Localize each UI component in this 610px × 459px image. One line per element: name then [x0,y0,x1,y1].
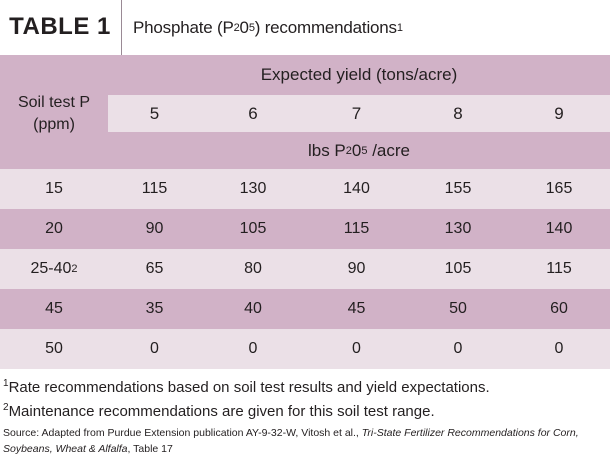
soil-test-cell: 20 [0,209,108,249]
soil-test-cell: 25-40 2 [0,249,108,289]
soil-test-value: 15 [45,180,63,197]
footnote-1-mark: 1 [3,378,9,389]
unit-text-mid: 0 [351,140,362,160]
recommendation-cell: 130 [444,220,472,237]
unit-text-end: /acre [367,140,411,160]
footnotes: 1Rate recommendations based on soil test… [0,374,610,457]
table-title: Phosphate (P 2 0 5) recommendations 1 [133,0,403,55]
soil-test-value: 20 [45,220,63,237]
yield-col-header: 8 [453,103,463,123]
title-footnote-mark: 1 [396,21,403,34]
phosphate-table: Soil test P (ppm) Expected yield (tons/a… [0,55,610,371]
recommendation-cell: 105 [444,260,472,277]
recommendation-cell: 0 [352,340,361,357]
soil-test-value: 50 [45,340,63,357]
recommendation-cell: 0 [150,340,159,357]
source-text-post: , Table 17 [127,443,173,455]
recommendation-cell: 130 [239,180,267,197]
recommendation-cell: 40 [244,300,262,317]
unit-text-pre: lbs P [307,140,346,160]
recommendation-cell: 115 [141,180,168,197]
soil-test-value: 25-40 [30,260,72,277]
yield-col-header: 5 [149,103,160,123]
recommendation-cell: 90 [347,260,366,277]
title-text-end: ) recommendations [254,17,397,37]
yield-col-header: 7 [351,103,362,123]
recommendation-cell: 165 [545,180,573,197]
row-band-4 [0,289,610,329]
source-title-italic: Tri-State Fertilizer Recommendations for… [3,427,579,455]
recommendation-cell: 50 [449,300,467,317]
recommendation-cell: 0 [453,340,463,357]
footnote-2-text: Maintenance recommendations are given fo… [8,403,435,420]
footnote-1: 1Rate recommendations based on soil test… [0,374,610,398]
title-divider [121,0,122,55]
header-band-units [0,132,610,169]
footnote-2-mark: 2 [3,402,9,413]
footnote-1-text: Rate recommendations based on soil test … [8,379,490,396]
recommendation-cell: 140 [343,180,370,197]
unit-subscript-5: 5 [361,144,368,157]
recommendation-cell: 35 [145,300,164,317]
yield-col-header: 6 [248,103,258,123]
recommendation-cell: 105 [239,220,267,237]
recommendation-cell: 155 [444,180,472,197]
recommendation-cell: 65 [145,260,164,277]
soil-test-value: 45 [45,300,63,317]
recommendation-cell: 0 [248,340,258,357]
unit-subscript-2: 2 [345,144,352,157]
row-band-2 [0,209,610,249]
group-header-expected-yield: Expected yield (tons/acre) [260,65,458,84]
header-band-group [0,55,610,95]
yields-row-bg [108,95,610,132]
recommendation-cell: 90 [145,220,164,237]
row-band-5 [0,329,610,369]
soil-test-cell: 45 [0,289,108,329]
title-text-main: Phosphate (P [133,17,234,37]
source-citation: Source: Adapted from Purdue Extension pu… [0,422,605,457]
recommendation-cell: 0 [554,340,564,357]
footnote-2: 2Maintenance recommendations are given f… [0,398,610,422]
soil-test-cell: 50 [0,329,108,369]
row-band-3 [0,249,610,289]
recommendation-cell: 80 [244,260,262,277]
title-subscript-5: 5 [248,21,255,34]
soil-test-cell: 15 [0,169,108,209]
title-subscript-2: 2 [233,21,240,34]
yield-col-header: 9 [554,103,564,123]
recommendation-cell: 45 [347,300,366,317]
recommendation-cell: 115 [343,220,370,237]
table-title-bar: TABLE 1 Phosphate (P 2 0 5) recommendations… [0,0,610,55]
row-header-line1: Soil test P [17,94,91,111]
title-text-mid: 0 [239,17,249,37]
table-number-label: TABLE 1 [9,13,111,40]
recommendation-cell: 140 [545,220,573,237]
soil-test-footnote-mark: 2 [71,263,78,275]
source-text-pre: Source: Adapted from Purdue Extension pu… [3,427,362,439]
row-band-1 [0,169,610,209]
row-header-soil-test: Soil test P (ppm) [0,85,108,143]
recommendation-cell: 60 [550,300,568,317]
recommendation-cell: 115 [546,260,572,277]
row-header-line2: (ppm) [33,116,75,133]
